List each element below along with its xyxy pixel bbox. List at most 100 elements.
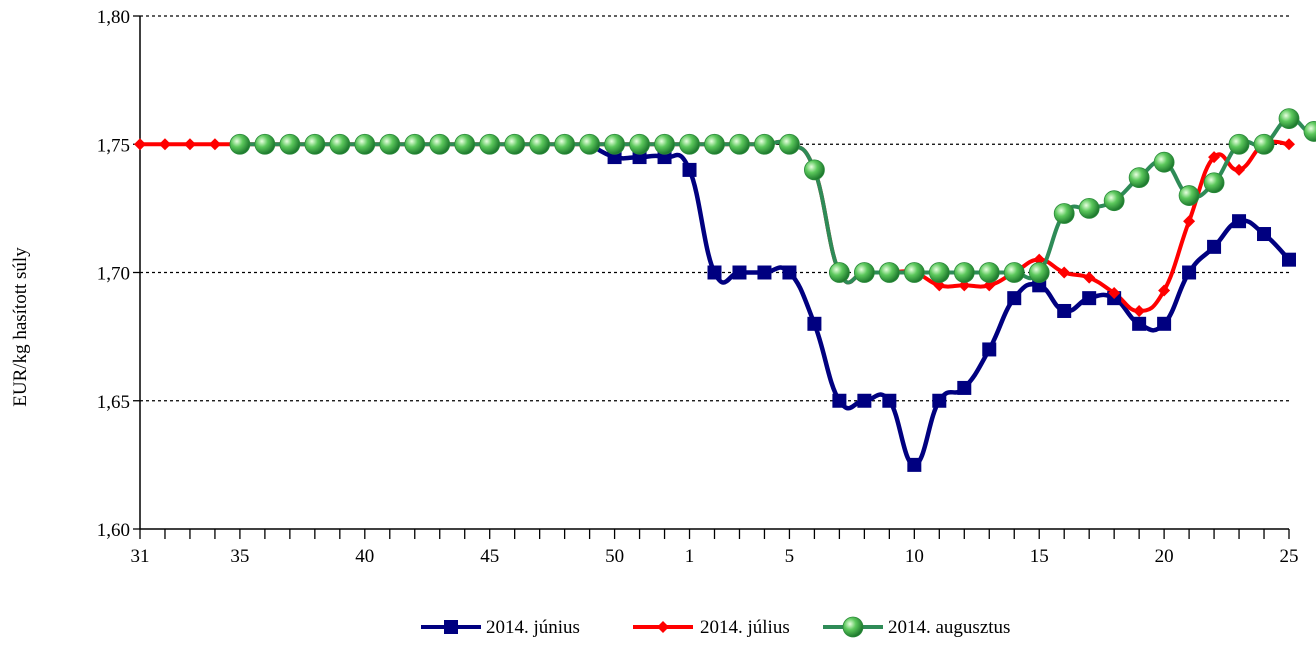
data-point <box>882 393 897 408</box>
y-tick-label: 1,70 <box>97 264 130 285</box>
x-tick-label: 40 <box>355 546 374 567</box>
data-point <box>254 133 276 155</box>
data-point <box>707 265 722 280</box>
data-point <box>1108 287 1121 300</box>
legend-item: 2014. július <box>633 617 790 638</box>
data-point <box>1157 316 1172 331</box>
x-tick-label: 35 <box>230 546 249 567</box>
data-point <box>504 133 526 155</box>
data-point <box>1083 271 1096 284</box>
data-point <box>1303 121 1316 142</box>
data-point <box>1028 262 1050 283</box>
data-point <box>953 262 975 283</box>
data-point <box>604 133 625 155</box>
data-point <box>1182 265 1197 280</box>
data-point <box>828 262 850 283</box>
data-point <box>1257 227 1272 242</box>
data-point <box>1253 133 1275 155</box>
legend-label: 2014. augusztus <box>888 617 1010 638</box>
data-point <box>229 133 251 155</box>
data-point <box>454 133 476 155</box>
data-point <box>404 133 426 155</box>
series-line <box>140 139 1290 313</box>
axes <box>133 15 1290 539</box>
data-point <box>832 393 847 408</box>
data-point <box>928 262 950 283</box>
data-point <box>554 133 576 155</box>
data-point <box>1007 291 1022 306</box>
legend-item: 2014. június <box>421 617 580 638</box>
data-point <box>1103 190 1125 212</box>
data-point <box>279 133 301 155</box>
data-point <box>1232 214 1247 229</box>
data-point <box>354 133 376 155</box>
data-point <box>304 133 326 155</box>
data-point <box>907 457 922 472</box>
data-point <box>329 133 351 155</box>
x-tick-label: 5 <box>785 546 795 567</box>
data-point <box>429 133 451 155</box>
legend-item: 2014. augusztus <box>823 616 1010 638</box>
x-tick-label: 10 <box>905 546 924 567</box>
data-point <box>853 262 875 283</box>
data-point <box>1057 303 1072 318</box>
x-tick-label: 25 <box>1280 546 1299 567</box>
data-point <box>1078 197 1100 219</box>
data-point <box>1228 133 1250 155</box>
x-tick-label: 20 <box>1155 546 1174 567</box>
data-point <box>208 138 221 151</box>
data-point <box>183 138 196 151</box>
data-point <box>878 262 900 283</box>
data-point <box>1207 239 1222 254</box>
data-point <box>782 265 797 280</box>
data-point <box>1053 203 1075 224</box>
x-tick-label: 45 <box>480 546 499 567</box>
data-point <box>679 133 700 155</box>
data-point <box>704 133 725 155</box>
data-markers <box>134 108 1316 472</box>
series-line <box>239 116 1316 285</box>
x-tick-label: 1 <box>685 546 695 567</box>
data-point <box>134 138 146 151</box>
y-axis-title: EUR/kg hasított súly <box>10 247 31 407</box>
x-tick-label: 50 <box>605 546 624 567</box>
data-point <box>757 265 772 280</box>
data-point <box>1233 163 1246 176</box>
data-point <box>158 138 171 151</box>
data-point <box>1178 185 1200 206</box>
data-point <box>654 133 675 155</box>
data-point <box>982 342 997 357</box>
data-point <box>1058 266 1071 279</box>
data-point <box>807 316 822 331</box>
data-point <box>1282 252 1296 267</box>
y-tick-label: 1,65 <box>97 392 130 413</box>
data-point <box>629 133 650 155</box>
legend-marker <box>444 620 458 634</box>
legend-label: 2014. június <box>486 617 580 638</box>
data-point <box>978 262 1000 283</box>
data-point <box>1158 284 1171 297</box>
y-tick-label: 1,60 <box>97 520 130 541</box>
data-point <box>1208 151 1221 164</box>
legend-marker <box>842 616 864 638</box>
data-point <box>804 159 825 181</box>
data-point <box>479 133 501 155</box>
data-point <box>1183 215 1196 228</box>
data-point <box>754 133 775 155</box>
data-point <box>1082 291 1097 306</box>
y-tick-label: 1,80 <box>97 7 130 28</box>
x-tick-label: 31 <box>131 546 150 567</box>
data-point <box>857 393 872 408</box>
data-point <box>1128 167 1150 188</box>
legend-marker <box>657 621 669 633</box>
data-point <box>1283 138 1295 151</box>
data-point <box>1278 108 1300 129</box>
data-point <box>1153 151 1175 173</box>
data-point <box>1203 172 1225 194</box>
data-point <box>579 133 601 155</box>
data-point <box>729 133 750 155</box>
data-point <box>779 133 800 155</box>
data-point <box>903 262 925 283</box>
